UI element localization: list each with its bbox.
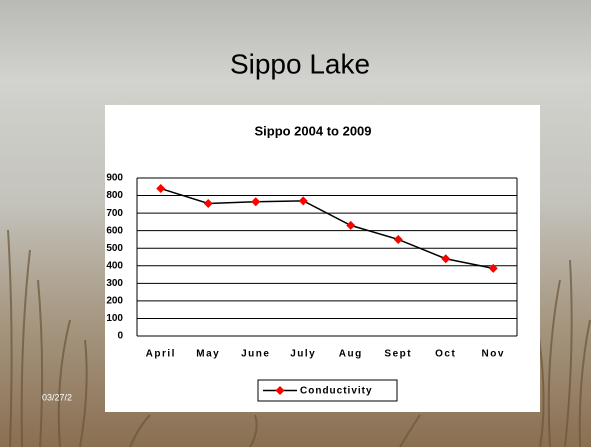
x-tick-label: May	[196, 349, 220, 360]
chart: 03/27/2 Sippo Lake Sippo 2004 to 2009 Co…	[0, 0, 591, 447]
x-tick-label: July	[290, 349, 316, 360]
slide-date: 03/27/2	[42, 392, 72, 402]
x-tick-label: April	[146, 349, 176, 360]
y-tick-label: 400	[106, 260, 123, 271]
x-tick-label: Nov	[482, 349, 505, 360]
chart-title: Sippo 2004 to 2009	[254, 123, 371, 138]
y-tick-label: 300	[106, 278, 123, 289]
legend-label: Conductivity	[300, 386, 373, 397]
y-tick-label: 0	[117, 331, 123, 342]
chart-area	[105, 105, 540, 412]
y-tick-label: 800	[106, 190, 123, 201]
y-tick-label: 600	[106, 225, 123, 236]
x-tick-label: June	[241, 349, 270, 360]
legend: Conductivity	[258, 380, 397, 401]
y-tick-label: 200	[106, 296, 123, 307]
y-tick-label: 700	[106, 208, 123, 219]
x-tick-label: Oct	[435, 349, 456, 360]
slide-title: Sippo Lake	[230, 48, 370, 79]
y-tick-label: 900	[106, 173, 123, 184]
x-tick-label: Aug	[339, 349, 363, 360]
y-tick-label: 500	[106, 243, 123, 254]
slide: 03/27/2 Sippo Lake Sippo 2004 to 2009 Co…	[0, 0, 591, 447]
x-tick-label: Sept	[384, 349, 412, 360]
y-tick-label: 100	[106, 313, 123, 324]
